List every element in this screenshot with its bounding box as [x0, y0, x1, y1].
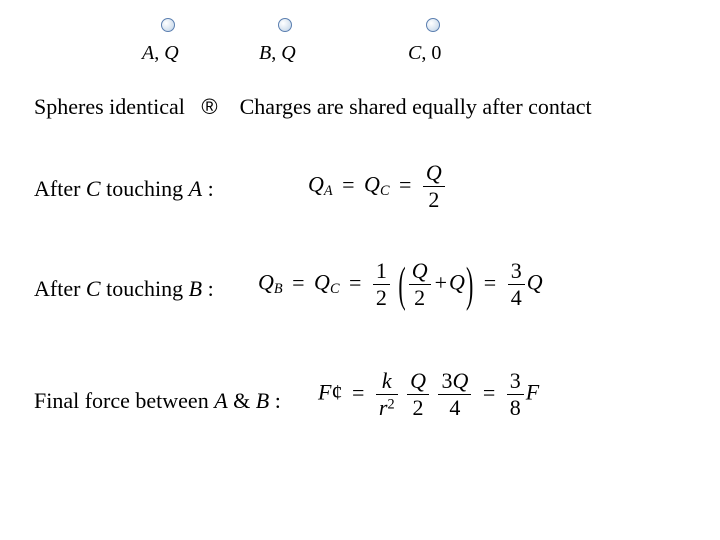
eqF-q2-var: Q	[452, 368, 468, 393]
consequence-left: Spheres identical	[34, 94, 185, 119]
eqB-inner-num: Q	[409, 258, 431, 284]
eqF-k: k	[376, 368, 398, 394]
step-a-var1: C	[86, 176, 101, 201]
sphere-a	[161, 18, 175, 32]
step-b-var1: C	[86, 276, 101, 301]
eqF-q1: Q 2	[407, 368, 429, 421]
eqA-frac: Q 2	[423, 160, 445, 213]
eqF-q2: 3Q 4	[438, 368, 471, 421]
sphere-b-name: B	[259, 42, 271, 64]
eqB-Q1: Q	[258, 270, 274, 295]
eqB-half: 1 2	[373, 258, 390, 311]
eqB-Q2: Q	[314, 270, 330, 295]
sphere-c	[426, 18, 440, 32]
eqA-subC: C	[380, 183, 390, 199]
eqA-Q1: Q	[308, 172, 324, 197]
eqF-res-num: 3	[507, 368, 524, 394]
eqF-res-den: 8	[507, 394, 524, 421]
sphere-c-label: C, 0	[408, 42, 441, 65]
sphere-c-charge: 0	[431, 42, 441, 64]
eqF-q2-den: 4	[438, 394, 471, 421]
consequence-right: Charges are shared equally after contact	[240, 94, 592, 119]
eqB-res-den: 4	[508, 284, 525, 311]
sphere-a-name: A	[142, 42, 154, 64]
eqF-q1-den: 2	[407, 394, 429, 421]
sphere-b	[278, 18, 292, 32]
equation-final: F¢ = k r2 Q 2 3Q 4 = 3 8 F	[318, 368, 539, 421]
final-var2: B	[256, 388, 269, 413]
eqF-two: 2	[387, 397, 394, 413]
eqB-inner-den: 2	[409, 284, 431, 311]
step-a-var2: A	[189, 176, 202, 201]
eqF-prime: ¢	[331, 380, 342, 405]
eqF-q1-num: Q	[407, 368, 429, 394]
sphere-a-label: A, Q	[142, 42, 179, 65]
step-a-suffix: :	[202, 176, 214, 201]
step-b-var2: B	[189, 276, 202, 301]
step-b-suffix: :	[202, 276, 214, 301]
final-suffix: :	[269, 388, 281, 413]
eqA-Q2: Q	[364, 172, 380, 197]
equation-b: QB = QC = 1 2 ( Q 2 +Q) = 3 4 Q	[258, 258, 543, 311]
eqF-res-var: F	[526, 380, 539, 405]
step-a-prefix: After	[34, 176, 86, 201]
final-amp: &	[228, 388, 256, 413]
step-b-mid: touching	[101, 276, 189, 301]
eqB-res-var: Q	[527, 270, 543, 295]
eqA-num: Q	[423, 160, 445, 186]
equation-a: QA = QC = Q 2	[308, 160, 447, 213]
eqB-inner-frac: Q 2	[409, 258, 431, 311]
consequence-line: Spheres identical ® Charges are shared e…	[34, 94, 592, 120]
final-prefix: Final force between	[34, 388, 214, 413]
eqA-den: 2	[423, 186, 445, 213]
final-force-label: Final force between A & B :	[34, 388, 281, 414]
eqB-subC: C	[330, 281, 340, 297]
final-var1: A	[214, 388, 227, 413]
eqB-res-num: 3	[508, 258, 525, 284]
sphere-b-label: B, Q	[259, 42, 296, 65]
implies-icon: ®	[201, 94, 217, 119]
eqF-F: F	[318, 380, 331, 405]
eqB-subB: B	[274, 281, 283, 297]
eqF-q2-num: 3	[441, 368, 452, 393]
eqB-half-den: 2	[373, 284, 390, 311]
eqB-result-frac: 3 4	[508, 258, 525, 311]
sphere-a-charge: Q	[164, 42, 178, 64]
step-a-label: After C touching A :	[34, 176, 214, 202]
eqA-subA: A	[324, 183, 333, 199]
sphere-b-charge: Q	[281, 42, 295, 64]
eqF-result: 3 8	[507, 368, 524, 421]
eqB-plusQ: Q	[449, 270, 465, 295]
sphere-c-name: C	[408, 42, 421, 64]
eqF-kr2: k r2	[376, 368, 398, 421]
eqB-half-num: 1	[373, 258, 390, 284]
step-a-mid: touching	[101, 176, 189, 201]
step-b-prefix: After	[34, 276, 86, 301]
step-b-label: After C touching B :	[34, 276, 214, 302]
